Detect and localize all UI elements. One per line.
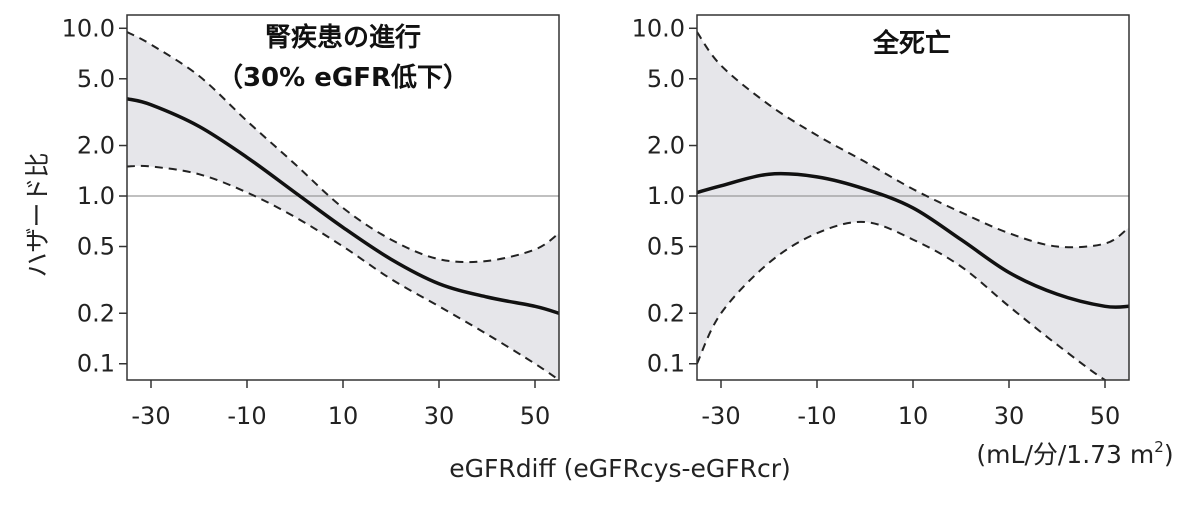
x-tick-label: -10 xyxy=(227,402,266,430)
unit-label: (mL/分/1.73 m2) xyxy=(976,438,1173,469)
lower-ci-line xyxy=(697,220,1107,380)
hazard-ratio-estimate-line xyxy=(127,97,559,315)
x-tick-label: -30 xyxy=(131,402,170,430)
panel-title-line1: 腎疾患の進行 xyxy=(265,22,421,53)
x-tick-label: -10 xyxy=(797,402,836,430)
y-tick-label: 0.5 xyxy=(77,233,115,261)
upper-ci-line xyxy=(697,31,1129,249)
y-axis-label: ハザード比 xyxy=(23,152,52,277)
panel-title-line2: （30% eGFR低下） xyxy=(217,63,469,93)
lower-ci-line xyxy=(127,164,559,380)
y-tick-label: 2.0 xyxy=(77,132,115,160)
panel-all-cause-mortality: 全死亡 10.0 5.0 2.0 1.0 0.5 0.2 0.1 -30 -10 10 30 50 xyxy=(632,14,1130,430)
y-tick-label: 10.0 xyxy=(62,14,115,42)
y-tick-label: 1.0 xyxy=(647,182,685,210)
panel-kidney-progression: 腎疾患の進行 （30% eGFR低下） 10.0 5.0 2.0 1.0 0.5 0.2 0… xyxy=(62,14,560,430)
upper-ci-line xyxy=(127,31,559,264)
y-tick-label: 2.0 xyxy=(647,132,685,160)
y-tick-label: 0.5 xyxy=(647,233,685,261)
y-tick-label: 5.0 xyxy=(77,65,115,93)
x-tick-label: -30 xyxy=(701,402,740,430)
x-axis-label: eGFRdiff (eGFRcys-eGFRcr) xyxy=(449,454,791,483)
y-tick-label: 5.0 xyxy=(647,65,685,93)
x-tick-label: 30 xyxy=(994,402,1025,430)
x-tick-label: 10 xyxy=(328,402,359,430)
confidence-band xyxy=(697,32,1129,380)
y-tick-label: 0.2 xyxy=(77,299,115,327)
y-tick-label: 0.1 xyxy=(77,350,115,378)
y-tick-label: 0.1 xyxy=(647,350,685,378)
y-tick-label: 0.2 xyxy=(647,299,685,327)
confidence-band xyxy=(127,32,559,380)
hazard-ratio-estimate-line xyxy=(697,171,1129,309)
panel-title-line1: 全死亡 xyxy=(872,28,951,59)
y-tick-label: 1.0 xyxy=(77,182,115,210)
x-tick-label: 50 xyxy=(520,402,551,430)
y-tick-label: 10.0 xyxy=(632,14,685,42)
x-tick-label: 50 xyxy=(1090,402,1121,430)
x-tick-label: 30 xyxy=(424,402,455,430)
x-tick-label: 10 xyxy=(898,402,929,430)
